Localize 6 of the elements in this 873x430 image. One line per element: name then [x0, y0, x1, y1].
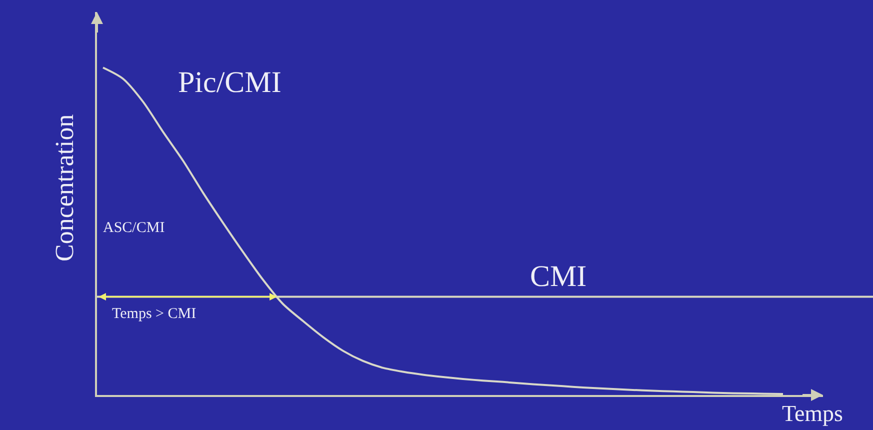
annotation: ASC/CMI — [103, 220, 165, 236]
x-axis-title: Temps — [782, 401, 844, 426]
annotation: Temps > CMI — [112, 306, 196, 322]
annotation: Pic/CMI — [178, 66, 282, 99]
ref-line-label: CMI — [530, 260, 587, 293]
y-axis-title: Concentration — [50, 114, 80, 262]
